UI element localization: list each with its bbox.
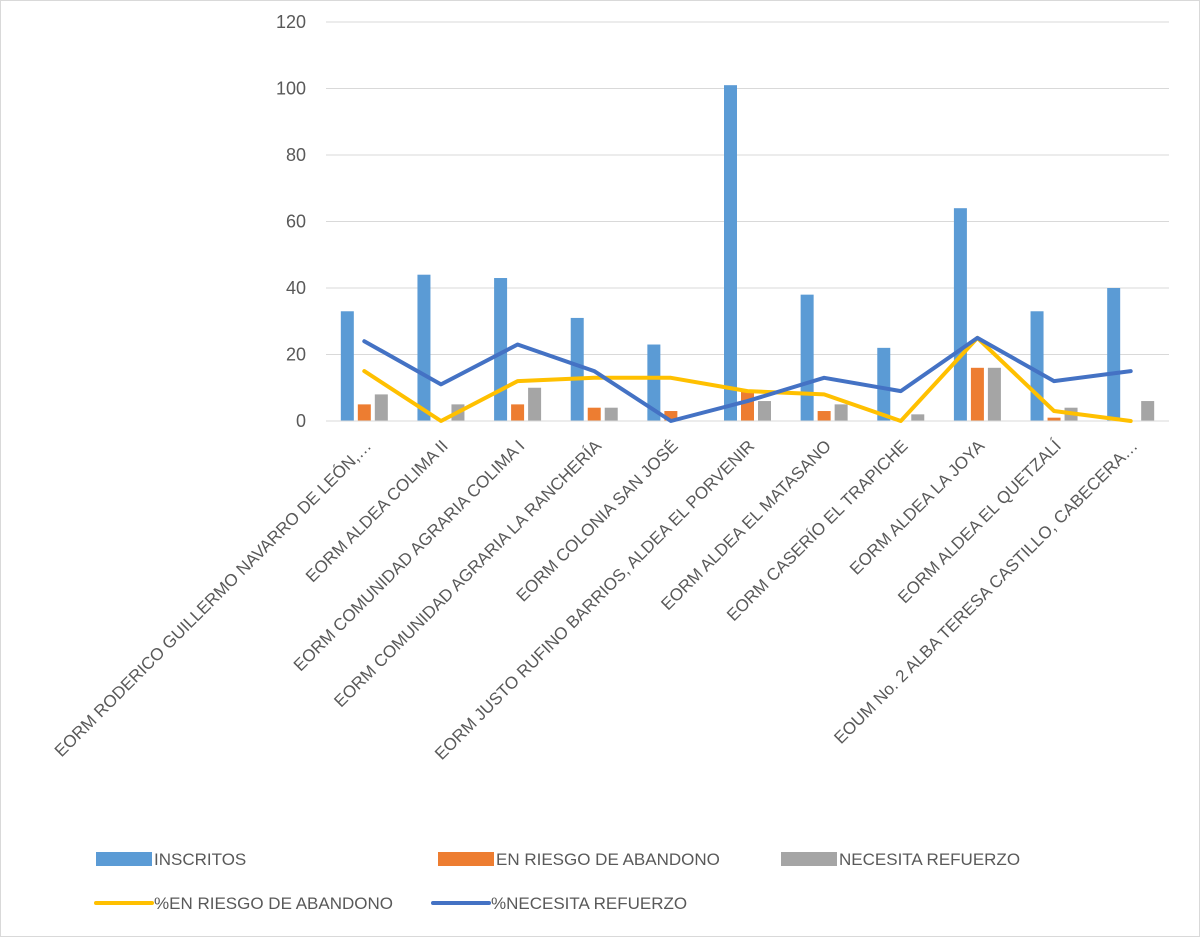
bar-necesita-refuerzo: [834, 404, 848, 421]
bar-inscritos: [800, 294, 814, 421]
y-tick-label: 0: [296, 411, 306, 431]
bar-necesita-refuerzo: [604, 407, 618, 421]
legend: INSCRITOS EN RIESGO DE ABANDONO NECESITA R…: [94, 850, 1020, 913]
legend-item-necesita-refuerzo: NECESITA REFUERZO: [781, 850, 1020, 869]
y-tick-label: 60: [286, 212, 306, 232]
legend-swatch: [438, 852, 494, 866]
bar-inscritos: [1030, 311, 1044, 421]
bar-necesita-refuerzo: [911, 414, 925, 421]
bar-en-riesgo-de-abandono: [357, 404, 371, 421]
bar-en-riesgo-de-abandono: [817, 411, 831, 421]
x-category-label: EORM ALDEA EL QUETZALÍ: [894, 436, 1065, 607]
x-axis-labels: EORM RODERICO GUILLERMO NAVARRO DE LEÓN,…: [51, 436, 1142, 764]
bar-en-riesgo-de-abandono: [970, 367, 984, 421]
legend-item-en-riesgo-de-abandono: EN RIESGO DE ABANDONO: [438, 850, 720, 869]
line-necesita-refuerzo: [362, 335, 1133, 423]
bar-en-riesgo-de-abandono: [664, 411, 678, 421]
legend-label: %NECESITA REFUERZO: [491, 894, 687, 913]
bar-inscritos: [417, 274, 431, 421]
lines: [362, 335, 1133, 423]
legend-item-necesita-refuerzo: %NECESITA REFUERZO: [431, 894, 687, 913]
x-category-label: EORM ALDEA COLIMA II: [302, 436, 452, 586]
legend-label: NECESITA REFUERZO: [839, 850, 1020, 869]
bar-en-riesgo-de-abandono: [511, 404, 525, 421]
bar-inscritos: [724, 85, 737, 422]
y-tick-label: 100: [276, 79, 306, 99]
bar-inscritos: [494, 278, 508, 421]
legend-swatch: [96, 852, 152, 866]
bar-inscritos: [647, 344, 661, 421]
bar-en-riesgo-de-abandono: [587, 407, 601, 421]
bar-necesita-refuerzo: [758, 401, 771, 421]
bar-inscritos: [570, 317, 584, 421]
bar-inscritos: [877, 347, 891, 421]
y-tick-label: 20: [286, 345, 306, 365]
legend-label: %EN RIESGO DE ABANDONO: [154, 894, 393, 913]
y-tick-label: 80: [286, 145, 306, 165]
x-category-label: EORM COLONIA SAN JOSÉ: [513, 436, 682, 605]
legend-item-inscritos: INSCRITOS: [96, 850, 246, 869]
y-axis-ticks: 0 20 40 60 80 100 120: [276, 12, 306, 431]
y-tick-label: 40: [286, 278, 306, 298]
bar-inscritos: [340, 311, 354, 421]
x-category-label: EORM COMUNIDAD AGRARIA LA RANCHERÍA: [330, 436, 605, 711]
bar-necesita-refuerzo: [528, 387, 542, 421]
bar-necesita-refuerzo: [374, 394, 388, 421]
bar-inscritos: [1107, 288, 1121, 421]
line-en-riesgo-de-abandono: [362, 335, 1133, 423]
x-category-label: EORM ALDEA LA JOYA: [846, 436, 989, 579]
bar-en-riesgo-de-abandono: [1047, 417, 1061, 421]
y-tick-label: 120: [276, 12, 306, 32]
bar-en-riesgo-de-abandono: [741, 391, 754, 421]
legend-swatch: [781, 852, 837, 866]
bar-inscritos: [953, 208, 967, 421]
gridlines: [326, 21, 1169, 355]
x-category-label: EORM RODERICO GUILLERMO NAVARRO DE LEÓN,…: [51, 436, 375, 760]
legend-item-en-riesgo-de-abandono: %EN RIESGO DE ABANDONO: [94, 894, 393, 913]
bar-necesita-refuerzo: [987, 367, 1001, 421]
bars: [340, 85, 1155, 422]
bar-necesita-refuerzo: [1141, 401, 1155, 421]
legend-label: EN RIESGO DE ABANDONO: [496, 850, 720, 869]
legend-label: INSCRITOS: [154, 850, 246, 869]
